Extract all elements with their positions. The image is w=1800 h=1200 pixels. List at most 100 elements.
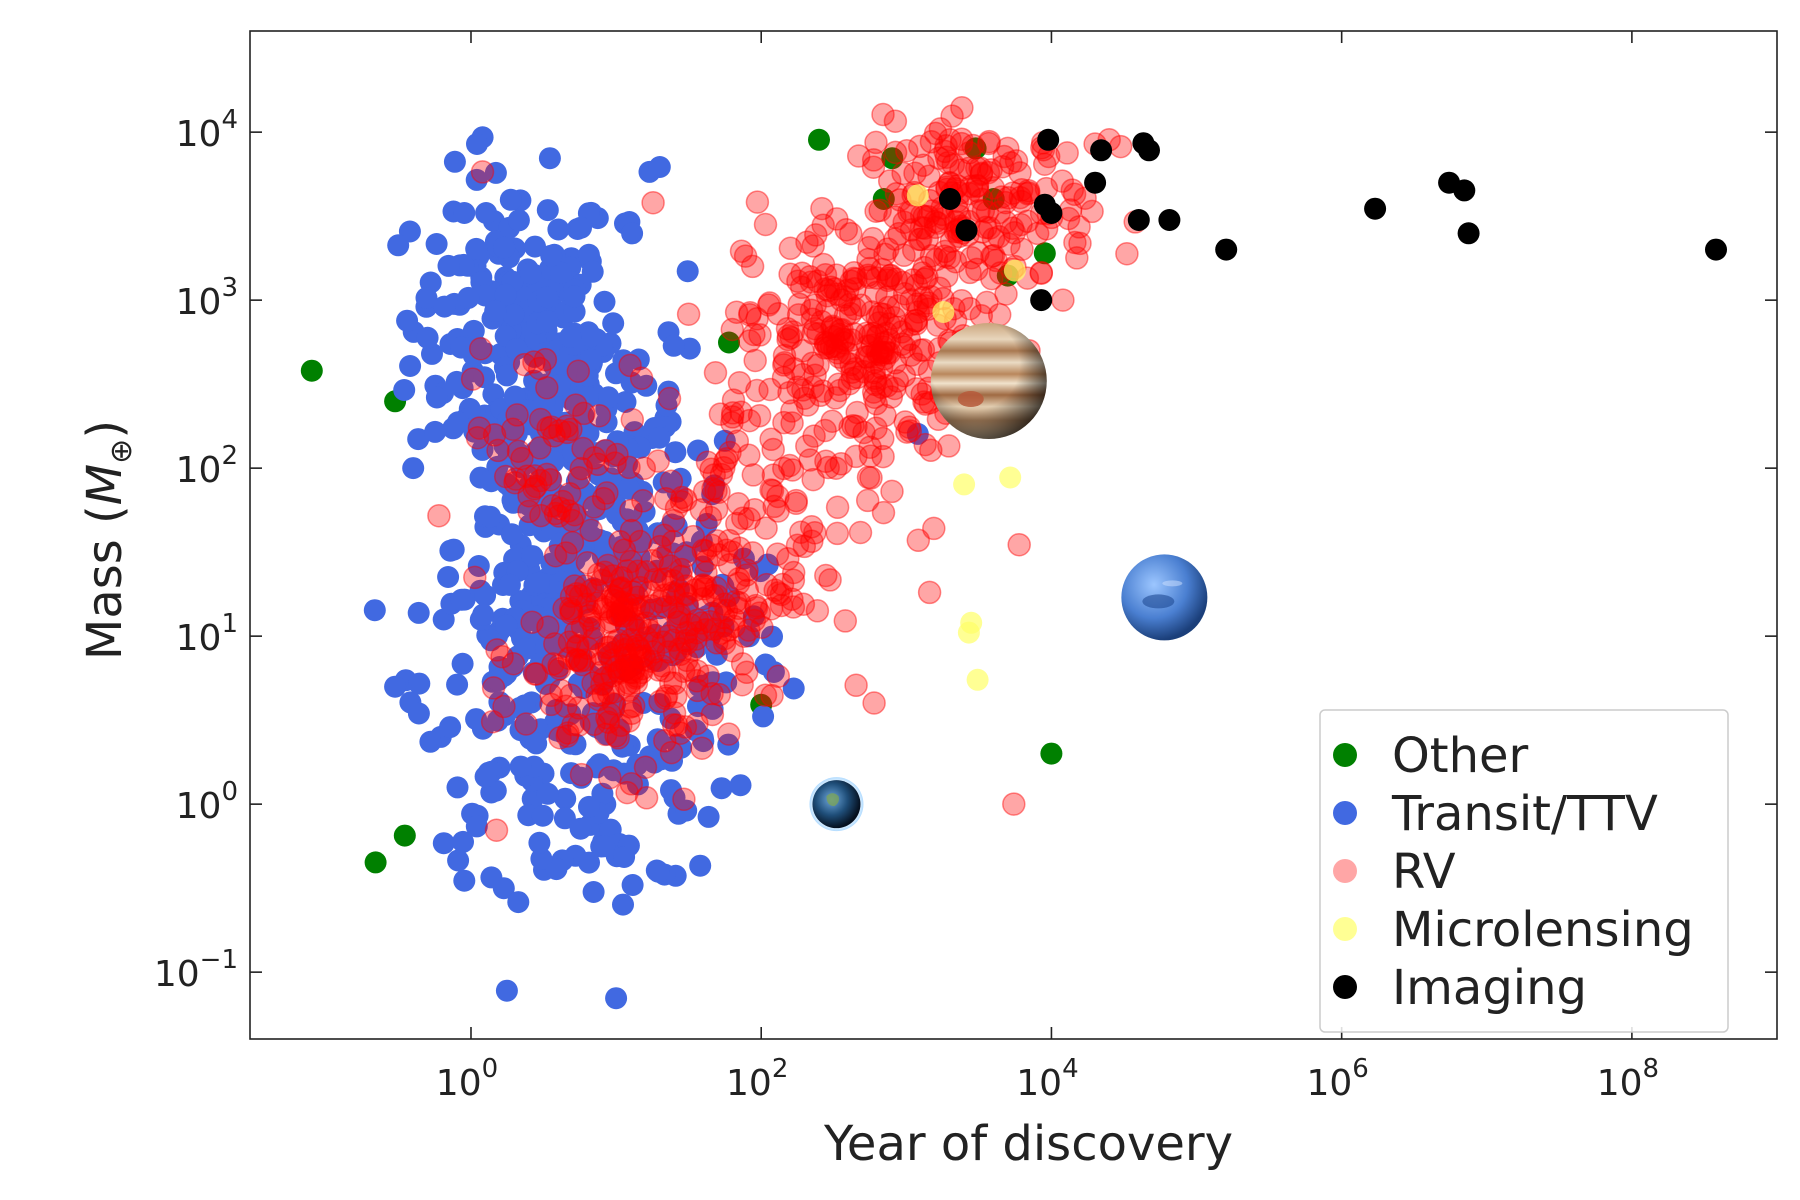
data-point — [871, 335, 896, 359]
data-point — [778, 236, 803, 261]
data-point — [748, 323, 772, 347]
data-point — [494, 283, 517, 306]
data-point — [564, 393, 588, 417]
data-point — [486, 438, 510, 463]
data-point — [856, 263, 880, 288]
legend-marker — [1333, 917, 1357, 941]
data-point — [689, 854, 712, 877]
data-point — [798, 448, 822, 472]
data-point — [897, 415, 922, 439]
data-point — [753, 683, 778, 707]
data-point — [601, 584, 625, 608]
data-point — [605, 987, 628, 1010]
data-point — [493, 464, 518, 489]
data-point — [582, 495, 606, 519]
data-point — [564, 620, 588, 644]
data-point — [695, 512, 718, 535]
data-point — [895, 138, 919, 163]
data-point — [601, 680, 626, 704]
data-point — [864, 199, 888, 223]
data-point — [535, 376, 559, 400]
data-point — [599, 608, 623, 633]
data-point — [628, 575, 653, 600]
data-point — [841, 413, 865, 438]
data-point — [416, 326, 439, 349]
data-point — [474, 284, 496, 307]
data-point — [871, 500, 896, 525]
data-point — [926, 211, 950, 235]
data-point — [816, 455, 840, 480]
data-point — [799, 270, 824, 294]
data-point — [539, 415, 564, 439]
data-point — [997, 232, 1021, 256]
data-point — [427, 503, 451, 528]
data-point — [761, 463, 786, 487]
data-point — [641, 640, 666, 664]
data-point — [621, 580, 645, 604]
data-point — [632, 456, 657, 481]
data-point — [786, 303, 811, 327]
data-point — [577, 604, 601, 628]
data-point — [648, 589, 673, 614]
data-point — [779, 325, 804, 350]
data-point — [824, 456, 848, 480]
data-point — [528, 436, 552, 460]
data-point — [645, 559, 668, 582]
data-point — [862, 385, 887, 409]
data-point — [610, 590, 634, 614]
data-point — [799, 515, 824, 539]
legend-item-other: Other — [1333, 728, 1529, 784]
legend-marker — [1333, 743, 1357, 767]
data-point — [695, 549, 719, 573]
data-point — [580, 325, 602, 348]
data-point — [493, 236, 516, 259]
data-point — [745, 378, 769, 403]
data-point — [825, 334, 850, 359]
data-point — [557, 630, 582, 654]
data-point — [691, 555, 714, 578]
data-point — [471, 438, 494, 461]
data-point — [707, 598, 732, 622]
data-point — [862, 360, 886, 385]
data-point — [425, 386, 448, 409]
data-point — [860, 300, 884, 324]
data-point — [661, 580, 685, 605]
data-point — [564, 733, 587, 756]
data-point — [627, 597, 651, 621]
data-point — [754, 516, 778, 540]
data-point — [556, 721, 580, 745]
data-point — [908, 134, 932, 159]
data-point — [505, 403, 529, 427]
data-point — [720, 540, 745, 564]
data-point — [891, 161, 915, 186]
data-point — [873, 242, 897, 267]
data-point — [967, 198, 991, 223]
data-point — [474, 584, 497, 607]
data-point — [769, 593, 794, 618]
data-point — [698, 609, 722, 634]
data-point — [877, 169, 902, 193]
y-tick-label: 10−1 — [154, 945, 238, 995]
data-point — [737, 408, 762, 433]
y-tick-label: 103 — [176, 273, 238, 323]
data-point — [650, 568, 674, 592]
data-point — [522, 476, 546, 501]
data-point — [547, 218, 570, 241]
data-point — [700, 702, 725, 727]
data-point — [569, 762, 594, 787]
data-point — [594, 635, 619, 660]
data-point — [600, 564, 625, 588]
data-point — [911, 153, 936, 178]
data-point — [661, 644, 684, 667]
data-point — [582, 577, 605, 600]
data-point — [809, 309, 834, 334]
data-point — [519, 262, 542, 285]
data-point — [912, 255, 937, 280]
data-point — [801, 375, 825, 400]
data-point — [535, 462, 559, 487]
data-point — [883, 205, 907, 229]
data-point — [536, 199, 559, 222]
data-point — [700, 681, 724, 706]
data-point — [959, 245, 984, 270]
data-point — [738, 301, 762, 325]
